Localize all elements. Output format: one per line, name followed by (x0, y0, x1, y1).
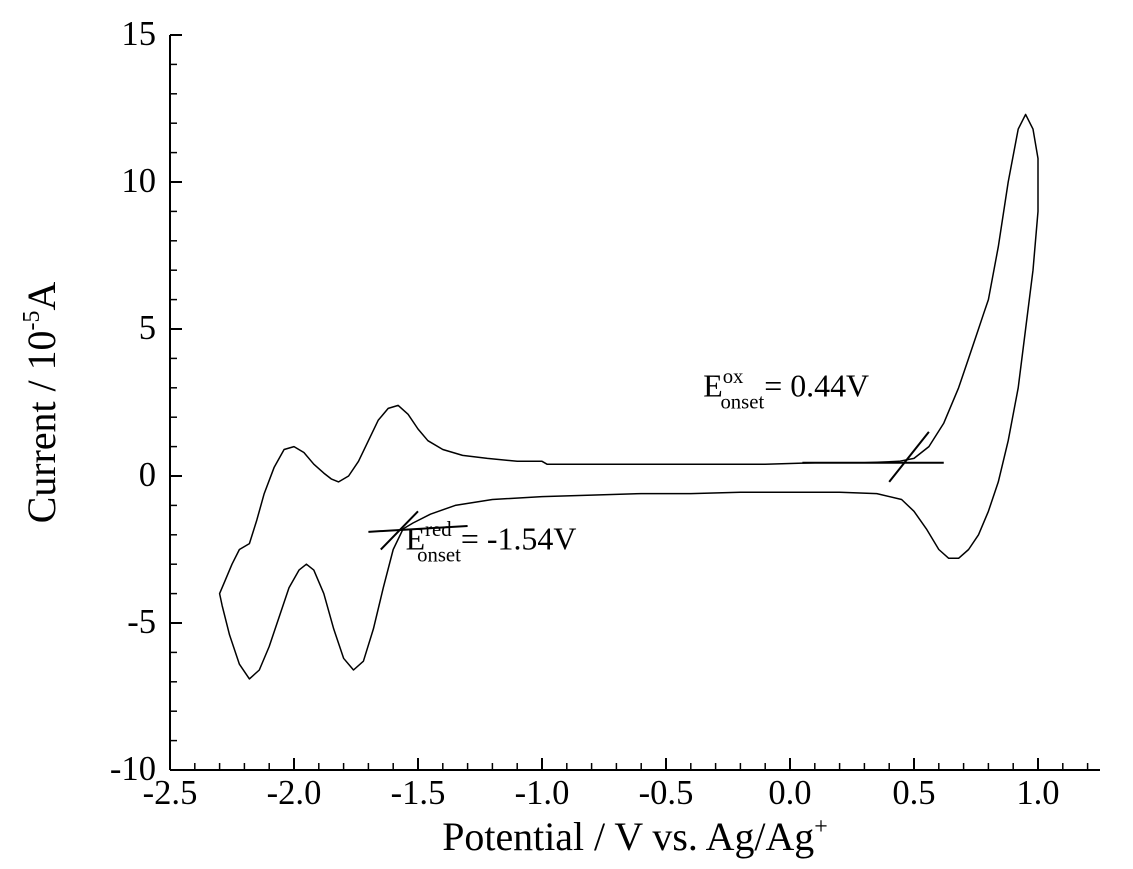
y-tick-label: 15 (121, 15, 156, 53)
x-tick-label: -1.5 (391, 774, 446, 812)
y-tick-label: -5 (127, 603, 156, 641)
cv-chart: -2.5-2.0-1.5-1.0-0.50.00.51.0-10-5051015… (0, 0, 1133, 869)
y-tick-label: 10 (121, 162, 156, 200)
x-tick-label: -1.0 (515, 774, 570, 812)
y-tick-label: 0 (139, 456, 156, 494)
x-tick-label: 0.0 (768, 774, 811, 812)
x-tick-label: 0.5 (892, 774, 935, 812)
y-tick-label: -10 (110, 750, 156, 788)
x-tick-label: -0.5 (639, 774, 694, 812)
x-axis-label: Potential / V vs. Ag/Ag+ (442, 814, 828, 859)
y-tick-label: 5 (139, 309, 156, 347)
x-tick-label: -2.0 (267, 774, 322, 812)
x-tick-label: 1.0 (1016, 774, 1059, 812)
